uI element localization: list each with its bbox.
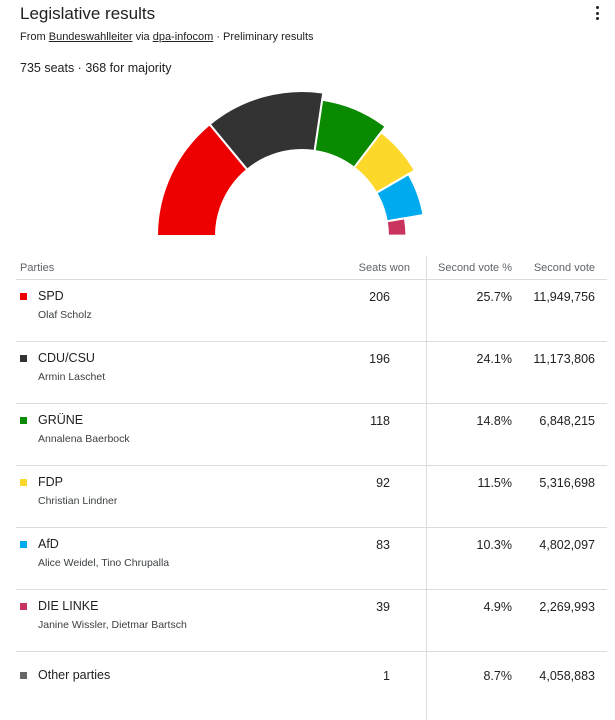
party-color-swatch [20,541,27,548]
second-vote-pct-cell: 4.9% [427,590,524,652]
party-cell: SPD Olaf Scholz [16,280,350,342]
party-color-swatch [20,479,27,486]
second-vote-pct-cell: 10.3% [427,528,524,590]
party-color-swatch [20,672,27,679]
party-name: GRÜNE [38,413,83,427]
party-cell: FDP Christian Lindner [16,466,350,528]
party-color-swatch [20,355,27,362]
table-row[interactable]: FDP Christian Lindner 92 11.5% 5,316,698 [16,466,607,528]
table-row[interactable]: GRÜNE Annalena Baerbock 118 14.8% 6,848,… [16,404,607,466]
party-name: DIE LINKE [38,599,98,613]
seats-won-cell: 206 [350,280,427,342]
party-cell: GRÜNE Annalena Baerbock [16,404,350,466]
header-seats-won: Seats won [350,256,427,280]
source-suffix: · Preliminary results [216,31,313,43]
party-name: AfD [38,537,59,551]
seats-won-cell: 1 [350,652,427,720]
source-via: via [136,31,150,43]
second-vote-cell: 6,848,215 [524,404,607,466]
second-vote-cell: 2,269,993 [524,590,607,652]
header-second-vote: Second vote [524,256,607,280]
seats-won-cell: 118 [350,404,427,466]
seats-won-cell: 39 [350,590,427,652]
results-table: Parties Seats won Second vote % Second v… [16,256,607,720]
second-vote-pct-cell: 11.5% [427,466,524,528]
party-leader: Armin Laschet [38,371,350,383]
party-color-swatch [20,417,27,424]
second-vote-cell: 11,173,806 [524,342,607,404]
party-cell: Other parties [16,652,350,720]
hemicycle-segment-die-linke[interactable] [387,218,407,235]
table-header-row: Parties Seats won Second vote % Second v… [16,256,607,280]
seats-won-cell: 196 [350,342,427,404]
party-cell: AfD Alice Weidel, Tino Chrupalla [16,528,350,590]
second-vote-cell: 4,802,097 [524,528,607,590]
more-vert-icon[interactable] [593,6,601,24]
source-line: From Bundeswahlleiter via dpa-infocom · … [20,31,314,43]
source-link-bundeswahlleiter[interactable]: Bundeswahlleiter [49,31,133,43]
party-name: FDP [38,475,63,489]
second-vote-cell: 11,949,756 [524,280,607,342]
table-row[interactable]: AfD Alice Weidel, Tino Chrupalla 83 10.3… [16,528,607,590]
card-title: Legislative results [20,4,155,24]
second-vote-pct-cell: 14.8% [427,404,524,466]
header-parties: Parties [16,256,350,280]
second-vote-pct-cell: 8.7% [427,652,524,720]
table-row[interactable]: CDU/CSU Armin Laschet 196 24.1% 11,173,8… [16,342,607,404]
table-row[interactable]: Other parties 1 8.7% 4,058,883 [16,652,607,720]
second-vote-pct-cell: 25.7% [427,280,524,342]
header-second-vote-pct: Second vote % [427,256,524,280]
table-row[interactable]: SPD Olaf Scholz 206 25.7% 11,949,756 [16,280,607,342]
party-leader: Janine Wissler, Dietmar Bartsch [38,619,350,631]
table-row[interactable]: DIE LINKE Janine Wissler, Dietmar Bartsc… [16,590,607,652]
source-prefix: From [20,31,46,43]
party-leader: Alice Weidel, Tino Chrupalla [38,557,350,569]
second-vote-cell: 5,316,698 [524,466,607,528]
party-leader: Olaf Scholz [38,309,350,321]
seats-summary: 735 seats · 368 for majority [20,61,171,75]
party-color-swatch [20,293,27,300]
source-link-dpa-infocom[interactable]: dpa-infocom [153,31,214,43]
party-name: CDU/CSU [38,351,95,365]
party-color-swatch [20,603,27,610]
second-vote-cell: 4,058,883 [524,652,607,720]
party-name: Other parties [38,668,110,682]
party-leader: Christian Lindner [38,495,350,507]
seats-won-cell: 83 [350,528,427,590]
seats-won-cell: 92 [350,466,427,528]
second-vote-pct-cell: 24.1% [427,342,524,404]
party-leader: Annalena Baerbock [38,433,350,445]
parliament-hemicycle-chart [156,91,448,239]
party-cell: CDU/CSU Armin Laschet [16,342,350,404]
party-cell: DIE LINKE Janine Wissler, Dietmar Bartsc… [16,590,350,652]
party-name: SPD [38,289,64,303]
